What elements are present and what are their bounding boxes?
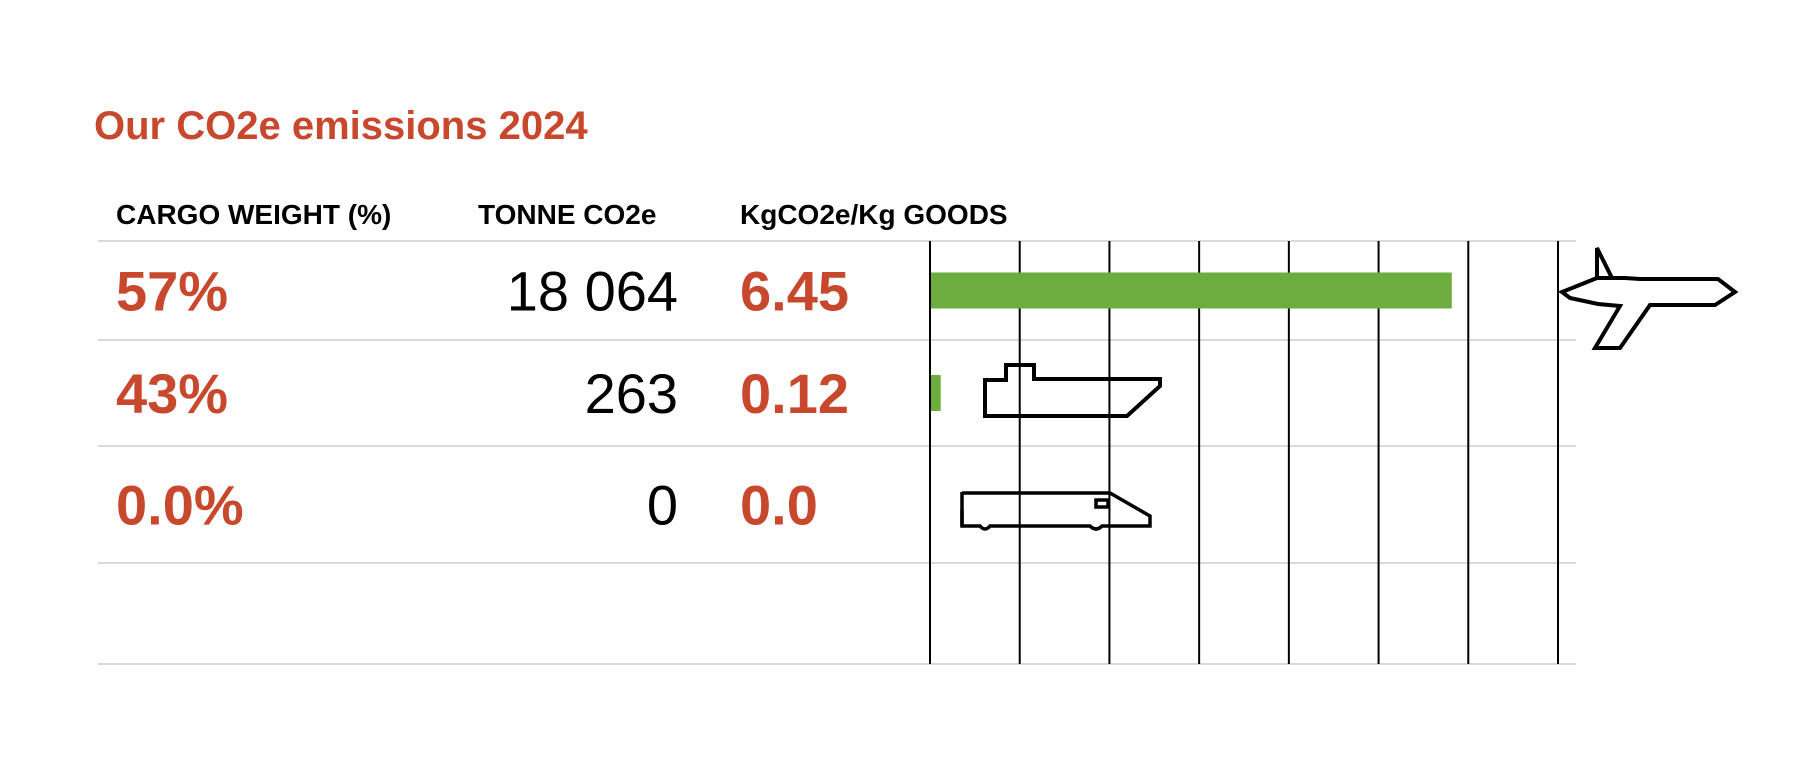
cargo-weight-air: 57% [116, 260, 228, 323]
table-cells: 57% 18 064 6.45 43% 263 0.12 0.0% 0 0.0 [116, 260, 849, 537]
bars [931, 272, 1452, 411]
kg-per-kg-rail: 0.0 [740, 474, 818, 537]
grid-lines [929, 241, 1559, 664]
kg-per-kg-air: 6.45 [740, 260, 849, 323]
tonne-co2e-rail: 0 [647, 474, 678, 537]
chart-title: Our CO2e emissions 2024 [94, 104, 588, 148]
train-icon [960, 491, 1152, 531]
header-tonne-co2e: TONNE CO2e [478, 199, 657, 230]
header-kg-per-kg: KgCO2e/Kg GOODS [740, 199, 1008, 230]
bar-air [931, 272, 1452, 309]
airplane-icon [1557, 247, 1739, 350]
tonne-co2e-sea: 263 [585, 362, 678, 425]
cargo-weight-rail: 0.0% [116, 474, 244, 537]
row-separators [98, 240, 1576, 665]
kg-per-kg-sea: 0.12 [740, 362, 849, 425]
cargo-weight-sea: 43% [116, 362, 228, 425]
header-cargo-weight: CARGO WEIGHT (%) [116, 199, 392, 230]
bar-sea [931, 375, 941, 411]
tonne-co2e-air: 18 064 [507, 260, 678, 323]
ship-icon [983, 363, 1162, 418]
